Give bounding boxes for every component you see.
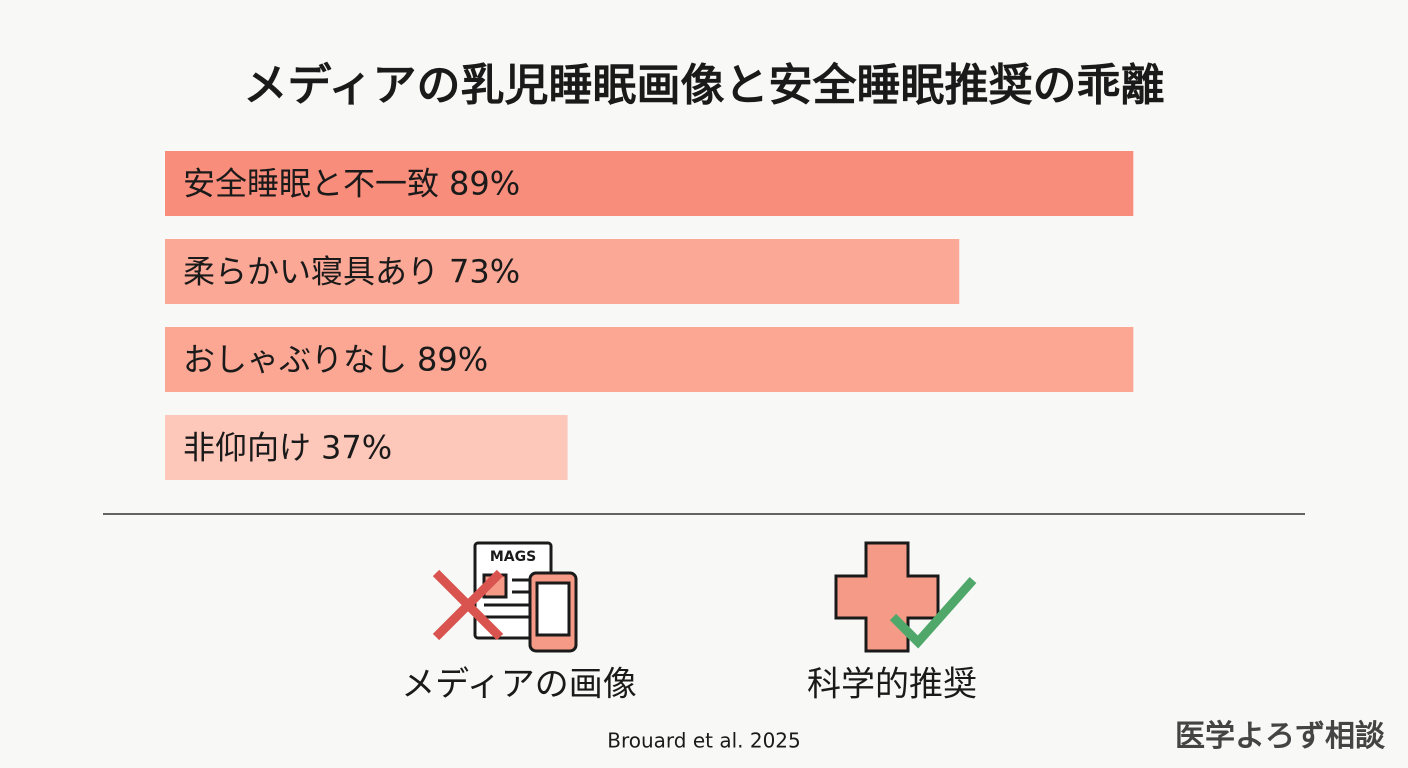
left-label: メディアの画像 bbox=[401, 665, 637, 705]
bar bbox=[165, 327, 1134, 392]
watermark: 医学よろず相談 bbox=[1175, 719, 1386, 754]
category-label: おしゃぶりなし bbox=[183, 341, 407, 379]
category-label: 安全睡眠と不一致 bbox=[183, 165, 439, 203]
icon-text: MAGS bbox=[490, 549, 536, 565]
value-label: 89% bbox=[417, 341, 488, 379]
value-label: 37% bbox=[321, 429, 392, 467]
category-label: 柔らかい寝具あり bbox=[183, 253, 439, 291]
bar-label: 柔らかい寝具あり 73% bbox=[183, 253, 520, 291]
bar bbox=[165, 415, 568, 480]
value-label: 73% bbox=[449, 253, 520, 291]
chart-title: メディアの乳児睡眠画像と安全睡眠推奨の乖離 bbox=[244, 60, 1165, 111]
bar bbox=[165, 239, 960, 304]
value-label: 89% bbox=[449, 165, 520, 203]
bar bbox=[165, 151, 1134, 216]
media-icon bbox=[432, 541, 578, 653]
source: Brouard et al. 2025 bbox=[607, 729, 801, 753]
right-label: 科学的推奨 bbox=[807, 665, 977, 705]
category-label: 非仰向け bbox=[183, 429, 311, 467]
bar-label: 非仰向け 37% bbox=[183, 429, 392, 467]
science-icon bbox=[834, 541, 977, 653]
bar-label: おしゃぶりなし 89% bbox=[183, 341, 488, 379]
bar-label: 安全睡眠と不一致 89% bbox=[183, 165, 520, 203]
